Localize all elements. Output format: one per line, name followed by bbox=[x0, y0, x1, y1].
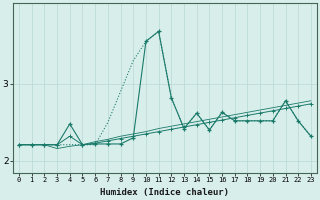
X-axis label: Humidex (Indice chaleur): Humidex (Indice chaleur) bbox=[100, 188, 229, 197]
